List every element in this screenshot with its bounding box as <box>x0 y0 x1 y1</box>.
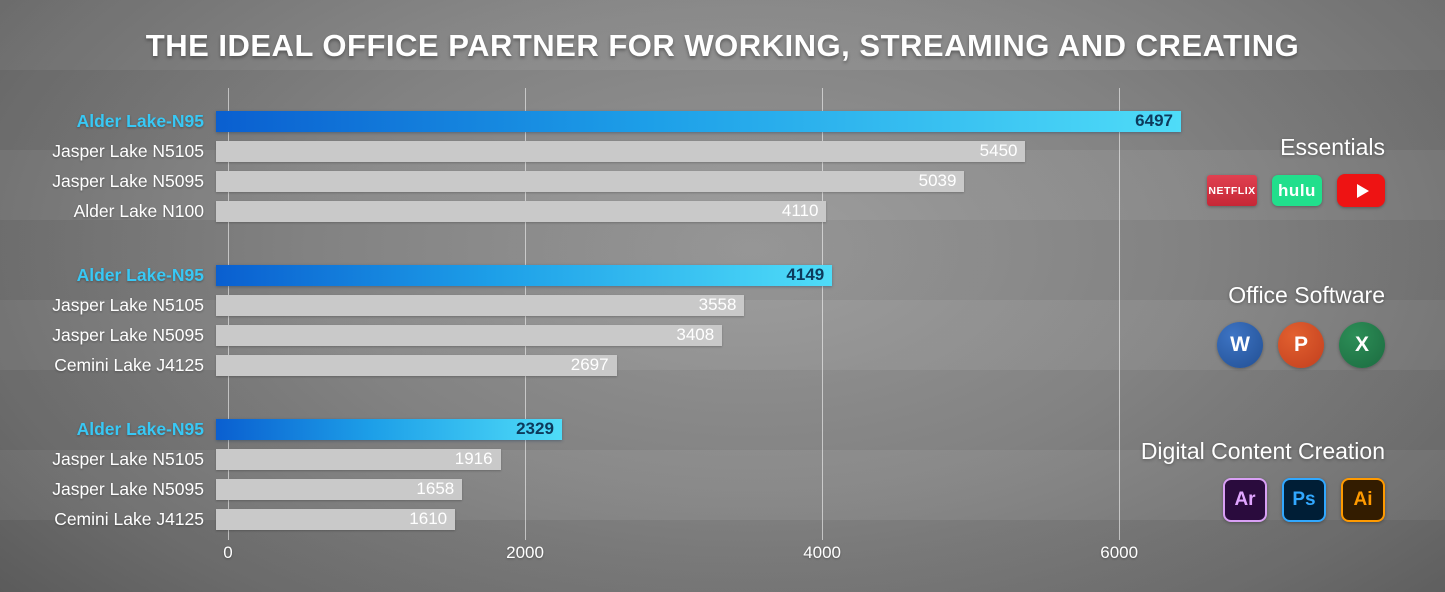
bar-value: 5039 <box>918 171 957 190</box>
legend-title-office-software: Office Software <box>1228 282 1385 308</box>
legend-essentials: Essentials NETFLIX hulu <box>1207 134 1385 207</box>
bar: 3558 <box>216 294 745 316</box>
bar: 1610 <box>216 508 456 530</box>
bar-value: 1916 <box>454 449 493 468</box>
chart-title: THE IDEAL OFFICE PARTNER FOR WORKING, ST… <box>145 28 1300 63</box>
bar: 6497 <box>216 110 1181 132</box>
bar-value: 1610 <box>409 509 448 528</box>
legend-title-essentials: Essentials <box>1280 134 1385 160</box>
bar-value: 2329 <box>516 419 554 438</box>
x-tick-label: 4000 <box>803 543 842 562</box>
bar-label: Jasper Lake N5095 <box>52 324 204 345</box>
bar-label: Alder Lake-N95 <box>76 110 204 131</box>
legend-title-digital-content-creation: Digital Content Creation <box>1140 438 1385 464</box>
bar-label: Alder Lake-N95 <box>76 418 204 439</box>
youtube-icon <box>1337 174 1385 207</box>
bar-value: 5450 <box>979 141 1018 160</box>
legend-office-software: Office Software W P X <box>1217 282 1385 368</box>
bar-value: 4149 <box>786 265 825 284</box>
gridline <box>1119 88 1121 540</box>
bar-group-office-software: Alder Lake-N95 4149 Jasper Lake N5105 3558 J… <box>0 260 1240 380</box>
bar-row: Cemini Lake J4125 1610 <box>0 504 1240 534</box>
bar: 4149 <box>216 264 833 286</box>
play-icon <box>1356 183 1369 198</box>
bar-value: 1658 <box>416 479 455 498</box>
bar: 5039 <box>216 170 965 192</box>
legend-icons-digital-content-creation: Ar Ps Ai <box>1141 478 1385 522</box>
bar-value: 6497 <box>1135 111 1173 130</box>
bar-label: Jasper Lake N5095 <box>52 170 204 191</box>
bar-row: Jasper Lake N5095 3408 <box>0 320 1240 350</box>
bar-group-essentials: Alder Lake-N95 6497 Jasper Lake N5105 5450 J… <box>0 106 1240 226</box>
legend-icons-office-software: W P X <box>1217 322 1385 368</box>
bar-row: Jasper Lake N5105 3558 <box>0 290 1240 320</box>
bar-row: Jasper Lake N5105 1916 <box>0 444 1240 474</box>
word-icon: W <box>1217 322 1263 368</box>
illustrator-icon: Ai <box>1341 478 1385 522</box>
bar-label: Jasper Lake N5105 <box>52 140 204 161</box>
adobe-aero-icon: Ar <box>1223 478 1267 522</box>
bar-label: Cemini Lake J4125 <box>54 508 204 529</box>
bar-row: Jasper Lake N5095 5039 <box>0 166 1240 196</box>
bar-label: Jasper Lake N5105 <box>52 294 204 315</box>
photoshop-icon: Ps <box>1282 478 1326 522</box>
bar-label: Cemini Lake J4125 <box>54 354 204 375</box>
bar: 5450 <box>216 140 1026 162</box>
bar-value: 3408 <box>676 325 715 344</box>
bar: 3408 <box>216 324 723 346</box>
bar-row: Alder Lake N100 4110 <box>0 196 1240 226</box>
bar-row: Jasper Lake N5095 1658 <box>0 474 1240 504</box>
bar-row: Jasper Lake N5105 5450 <box>0 136 1240 166</box>
netflix-icon: NETFLIX <box>1207 175 1257 206</box>
x-tick-label: 2000 <box>506 543 544 562</box>
bar-label: Jasper Lake N5105 <box>52 448 204 469</box>
bar: 1916 <box>216 448 501 470</box>
x-tick-label: 6000 <box>1100 543 1139 562</box>
bar-value: 2697 <box>570 355 609 374</box>
bar-row: Alder Lake-N95 2329 <box>0 414 1240 444</box>
bar-row: Alder Lake-N95 6497 <box>0 106 1240 136</box>
bar-label: Jasper Lake N5095 <box>52 478 204 499</box>
bar-row: Cemini Lake J4125 2697 <box>0 350 1240 380</box>
bar-label: Alder Lake N100 <box>73 200 204 221</box>
x-axis: 0 2000 4000 6000 <box>223 543 1238 565</box>
bar-value: 4110 <box>781 201 819 220</box>
bar-groups: Alder Lake-N95 6497 Jasper Lake N5105 5450 J… <box>0 106 1240 568</box>
excel-icon: X <box>1339 322 1385 368</box>
bar: 2329 <box>216 418 562 440</box>
hulu-icon: hulu <box>1272 175 1322 206</box>
bar: 1658 <box>216 478 463 500</box>
legend-digital-content-creation: Digital Content Creation Ar Ps Ai <box>1141 438 1385 522</box>
bar: 4110 <box>216 200 827 222</box>
gridline <box>822 88 824 540</box>
bar: 2697 <box>216 354 617 376</box>
bar-value: 3558 <box>698 295 737 314</box>
x-tick-label: 0 <box>223 543 233 562</box>
bar-group-digital-content-creation: Alder Lake-N95 2329 Jasper Lake N5105 1916 J… <box>0 414 1240 534</box>
powerpoint-icon: P <box>1278 322 1324 368</box>
bar-row: Alder Lake-N95 4149 <box>0 260 1240 290</box>
legend-icons-essentials: NETFLIX hulu <box>1207 174 1385 207</box>
bar-label: Alder Lake-N95 <box>76 264 204 285</box>
